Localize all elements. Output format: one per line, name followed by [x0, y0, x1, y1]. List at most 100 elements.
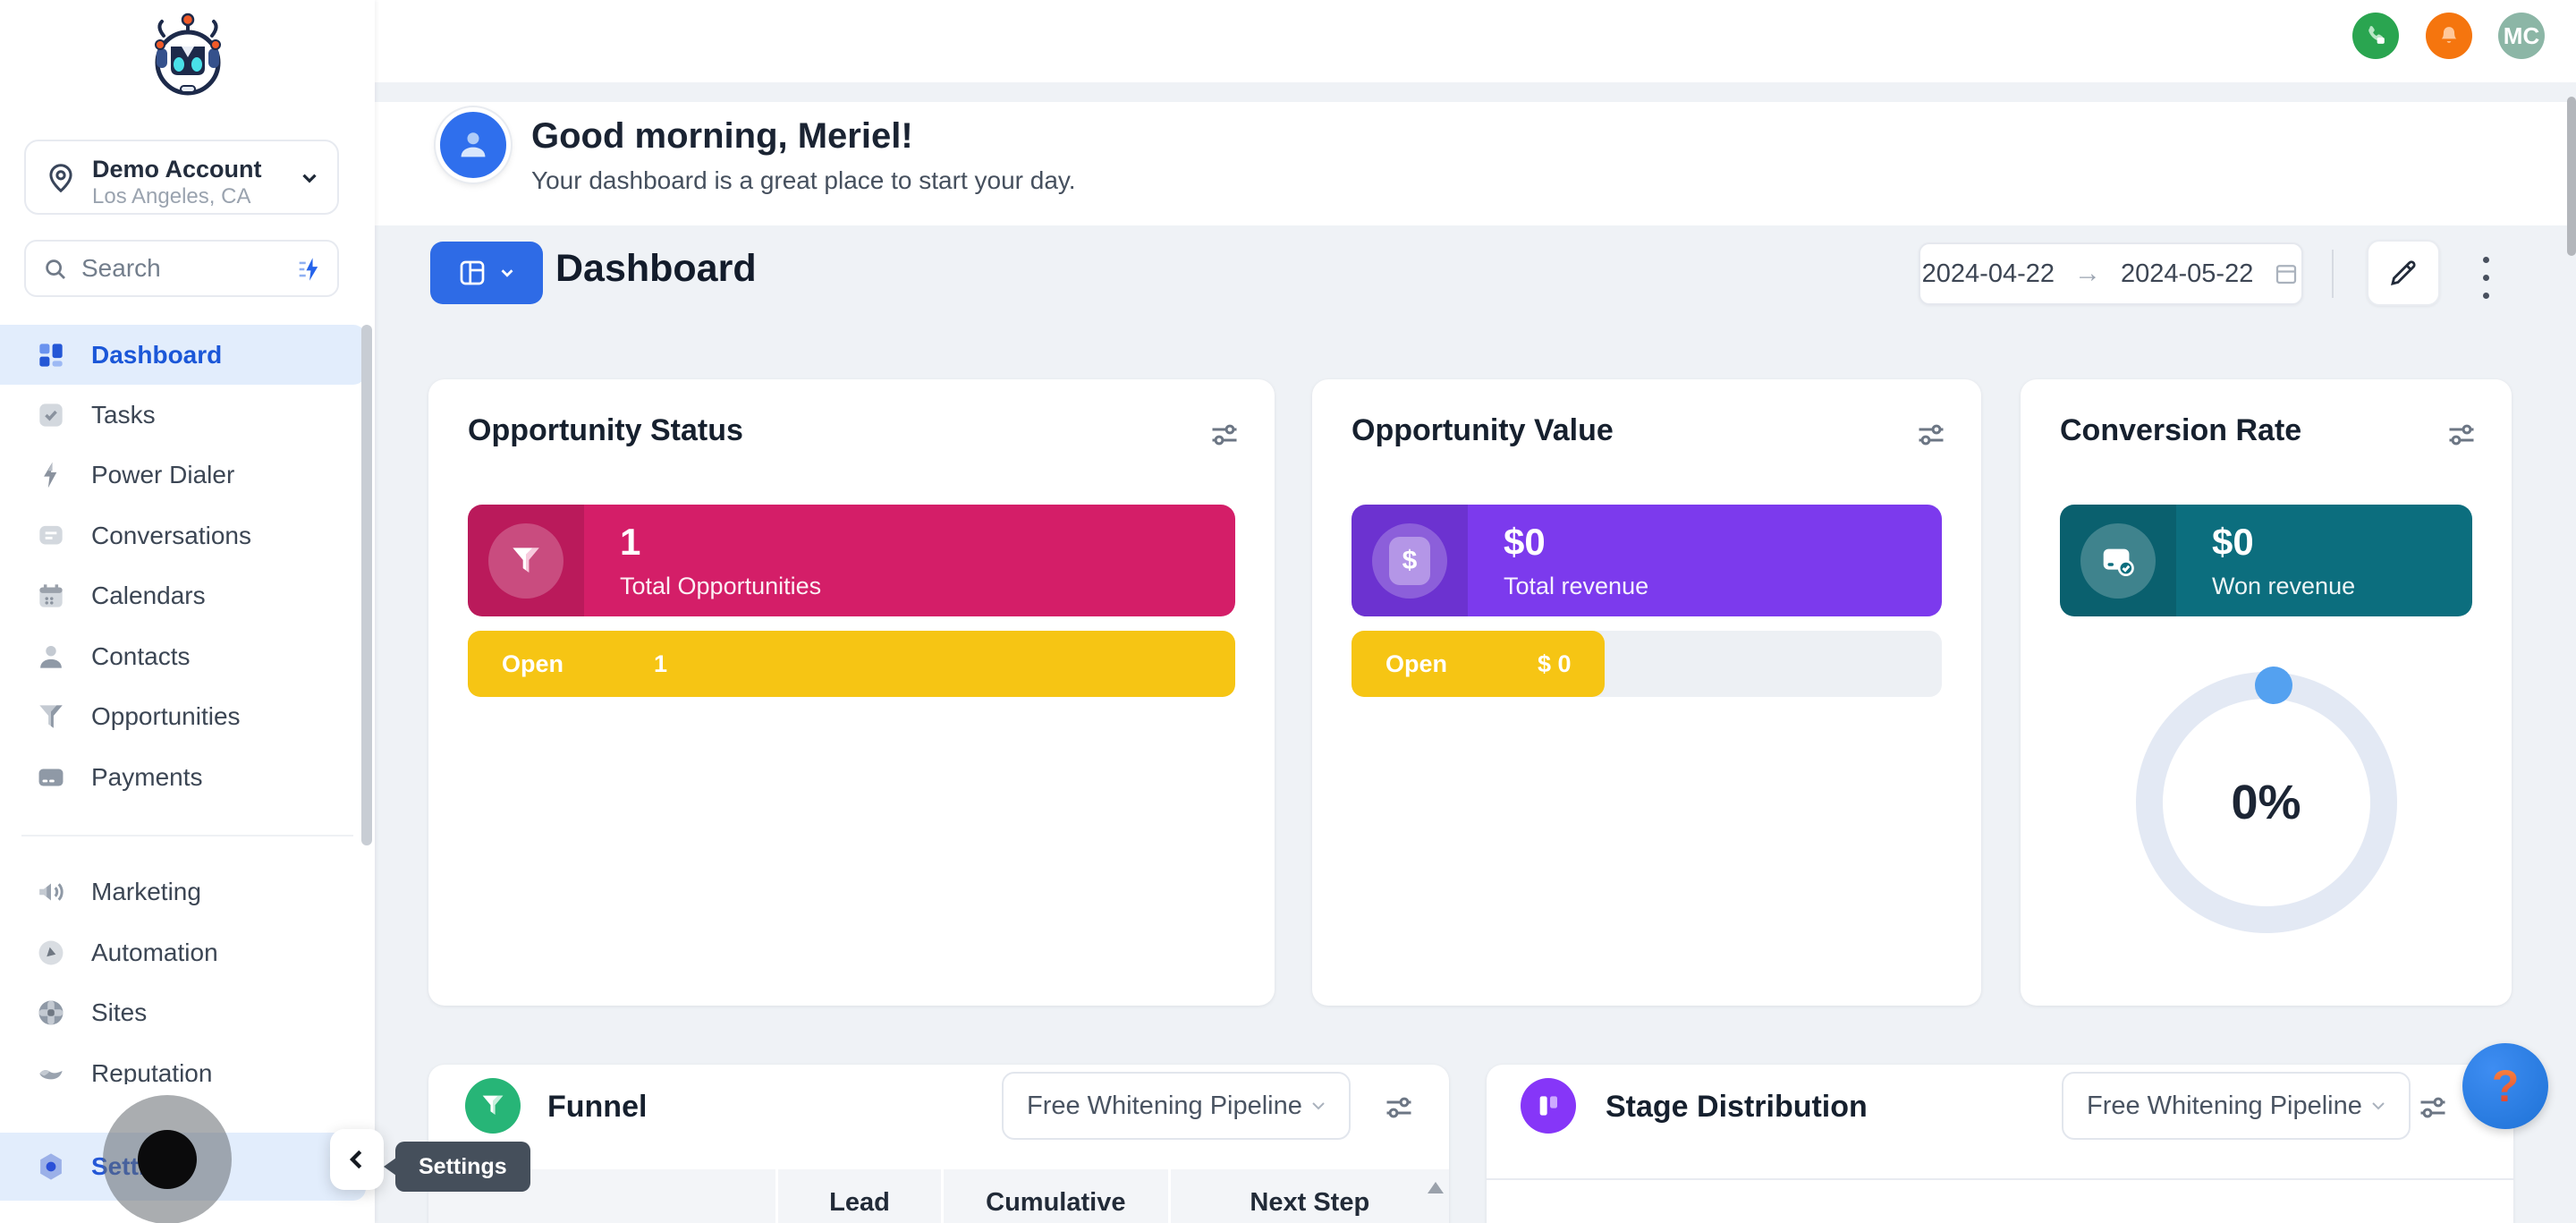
sidebar-item-sites[interactable]: Sites — [0, 982, 366, 1042]
sidebar-item-conversations[interactable]: Conversations — [0, 505, 366, 565]
phone-icon — [2368, 26, 2385, 44]
funnel-title: Funnel — [547, 1090, 648, 1124]
account-name: Demo Account — [92, 156, 262, 183]
sliders-icon — [1212, 424, 1237, 446]
greeting-title: Good morning, Meriel! — [531, 116, 913, 156]
dollar-icon: $ — [1372, 522, 1447, 599]
bar-label: Open — [1385, 650, 1448, 677]
stage-pipeline-select[interactable]: Free Whitening Pipeline — [2062, 1072, 2411, 1140]
sidebar-item-dashboard[interactable]: Dashboard — [0, 325, 366, 385]
opportunity-status-card: Opportunity Status 1 Total Opportunities… — [428, 379, 1275, 1006]
bell-icon — [2441, 27, 2457, 43]
pipeline-selected: Free Whitening Pipeline — [2087, 1091, 2362, 1120]
card-settings-button[interactable] — [1383, 1091, 1415, 1128]
dashboard-icon — [39, 343, 63, 367]
open-status-bar[interactable]: Open 1 — [468, 631, 1235, 697]
sliders-icon — [2420, 1097, 2445, 1118]
date-end[interactable]: 2024-05-22 — [2121, 259, 2254, 288]
chevron-down-icon — [1312, 1102, 1325, 1110]
edit-dashboard-button[interactable] — [2367, 240, 2440, 306]
sidebar: Demo Account Los Angeles, CA — [0, 0, 375, 1223]
sidebar-item-automation[interactable]: Automation — [0, 922, 366, 982]
more-options-button[interactable] — [2483, 257, 2490, 310]
funnel-pipeline-select[interactable]: Free Whitening Pipeline — [1002, 1072, 1351, 1140]
sidebar-collapse-button[interactable] — [330, 1129, 384, 1190]
dashboard-switcher-button[interactable] — [430, 242, 543, 304]
opportunity-value-card: Opportunity Value $ $0 Total revenue Ope… — [1312, 379, 1981, 1006]
sidebar-item-marketing[interactable]: Marketing — [0, 862, 366, 921]
payments-icon — [38, 769, 64, 786]
table-scroll-up-icon[interactable] — [1428, 1182, 1444, 1193]
open-value-bar[interactable]: Open $ 0 — [1352, 631, 1605, 697]
metric-value: $0 — [2212, 521, 2254, 563]
card-title: Opportunity Status — [468, 413, 743, 447]
sidebar-item-calendars[interactable]: Calendars — [0, 565, 366, 625]
opportunities-icon — [39, 704, 63, 728]
sidebar-scrollbar[interactable] — [361, 325, 372, 845]
conversion-donut-chart — [2123, 659, 2410, 946]
sidebar-item-tasks[interactable]: Tasks — [0, 385, 366, 445]
search-input[interactable] — [81, 247, 278, 290]
tasks-icon — [39, 403, 63, 427]
automation-icon — [38, 940, 64, 964]
account-switcher[interactable]: Demo Account Los Angeles, CA — [24, 140, 339, 215]
pipeline-selected: Free Whitening Pipeline — [1027, 1091, 1302, 1120]
person-icon — [461, 132, 486, 157]
page-title: Dashboard — [555, 247, 757, 290]
card-settings-button[interactable] — [1915, 419, 1947, 455]
greeting-banner: Good morning, Meriel! Your dashboard is … — [375, 102, 2576, 225]
sliders-icon — [1386, 1097, 1411, 1118]
card-settings-button[interactable] — [2445, 419, 2478, 455]
open-value-track: Open $ 0 — [1352, 631, 1942, 697]
sidebar-item-opportunities[interactable]: Opportunities — [0, 686, 366, 746]
main-scrollbar[interactable] — [2567, 97, 2576, 256]
bar-value: 1 — [654, 650, 668, 677]
chevron-down-icon — [501, 269, 513, 277]
marketing-icon — [39, 882, 64, 901]
sites-icon — [38, 1000, 64, 1024]
sidebar-item-contacts[interactable]: Contacts — [0, 626, 366, 686]
sidebar-item-reputation[interactable]: Reputation — [0, 1043, 366, 1084]
date-range-picker[interactable]: 2024-04-22 → 2024-05-22 — [1919, 242, 2303, 305]
phone-button[interactable] — [2352, 13, 2399, 59]
card-check-icon — [2080, 522, 2156, 599]
contacts-icon — [40, 645, 62, 668]
sidebar-divider — [21, 835, 353, 837]
banner-accent-strip — [1352, 505, 1468, 616]
location-pin-icon — [49, 164, 72, 193]
metric-value: 1 — [620, 521, 641, 563]
card-divider — [1487, 1178, 2513, 1180]
date-arrow-icon: → — [2074, 259, 2101, 288]
sidebar-item-power-dialer[interactable]: Power Dialer — [0, 445, 366, 505]
help-button[interactable]: ? — [2462, 1043, 2548, 1129]
total-revenue-banner: $ $0 Total revenue — [1352, 505, 1942, 616]
power-dialer-icon — [44, 462, 57, 488]
donut-progress-dot — [2254, 667, 2292, 704]
sidebar-search[interactable] — [24, 240, 339, 297]
question-mark-icon: ? — [2491, 1061, 2520, 1111]
chevron-left-icon — [349, 1150, 362, 1169]
stage-distribution-icon — [1521, 1078, 1576, 1134]
date-start[interactable]: 2024-04-22 — [1921, 259, 2055, 288]
greeting-subtitle: Your dashboard is a great place to start… — [531, 166, 1076, 194]
bar-value: $ 0 — [1538, 650, 1572, 677]
user-menu-button[interactable]: MC — [2498, 13, 2545, 59]
sidebar-item-payments[interactable]: Payments — [0, 747, 366, 807]
total-opportunities-banner: 1 Total Opportunities — [468, 505, 1235, 616]
next-step-column-header: Next Step — [1170, 1169, 1449, 1223]
header-divider — [2332, 250, 2334, 298]
chevron-down-icon — [2372, 1102, 2385, 1110]
quick-actions-bolt-icon[interactable] — [294, 254, 325, 285]
sliders-icon — [2449, 424, 2474, 446]
user-initials: MC — [2503, 21, 2540, 49]
lead-column-header: Lead — [777, 1169, 941, 1223]
metric-label: Total Opportunities — [620, 573, 822, 599]
metric-value: $0 — [1504, 521, 1546, 563]
card-settings-button[interactable] — [2417, 1091, 2449, 1128]
settings-tooltip: Settings — [384, 1142, 530, 1192]
metric-label: Won revenue — [2212, 573, 2356, 599]
notifications-button[interactable] — [2426, 13, 2472, 59]
card-settings-button[interactable] — [1208, 419, 1241, 455]
won-revenue-banner: $0 Won revenue — [2060, 505, 2472, 616]
